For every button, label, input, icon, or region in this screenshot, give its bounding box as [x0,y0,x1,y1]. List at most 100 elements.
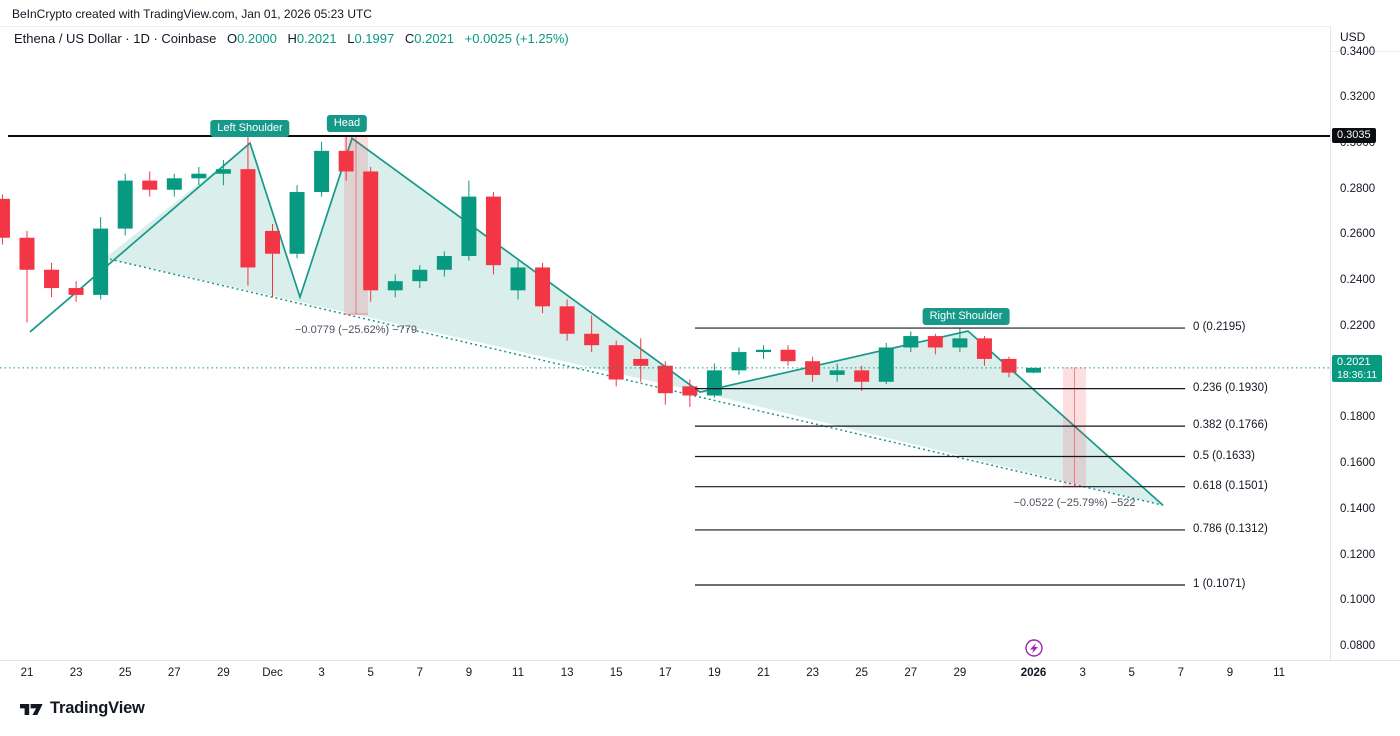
currency-label[interactable]: USD [1330,30,1400,52]
time-tick: 2026 [1020,667,1047,679]
ohlc-low: L0.1997 [347,31,394,46]
price-axis[interactable]: USD 0.3400 0.3200 0.3000 0.2800 0.2600 0.2400… [1330,0,1400,690]
candle-body [510,267,526,291]
lightning-icon [1030,643,1038,654]
candle-body [903,336,919,348]
candle-body [829,370,845,375]
candle-body [657,365,673,394]
candle-body [215,169,231,174]
resistance-price-tag: 0.3035 [1332,128,1376,144]
symbol-title[interactable]: Ethena / US Dollar · 1D · Coinbase [14,31,217,46]
time-tick: 7 [1177,667,1185,679]
chart-pane[interactable]: −0.0779 (−25.62%) −779 −0.0522 (−25.79%) … [0,0,1330,660]
candle-body [584,333,600,346]
open-letter: O [226,31,238,46]
price-tick: 0.2600 [1340,228,1376,241]
time-tick: 29 [216,667,230,679]
price-tick: 0.2400 [1340,274,1376,287]
price-tick: 0.1200 [1340,548,1376,561]
high-letter: H [287,31,297,46]
time-tick: 3 [1079,667,1086,679]
symbol-legend[interactable]: Ethena / US Dollar · 1D · Coinbase O0.20… [14,31,569,46]
time-tick: 23 [69,667,83,679]
footer-bar: TradingView [0,690,1400,736]
price-tick: 0.2800 [1340,182,1376,195]
time-tick: 23 [806,667,819,679]
candle-body [731,352,747,371]
price-change: +0.0025 (+1.25%) [464,31,569,46]
candle-body [436,256,452,270]
tradingview-logo[interactable]: TradingView [20,699,145,718]
bar-close-countdown: 18:36:11 [1337,368,1378,381]
candle-body [633,358,649,366]
close-value: 0.2021 [414,31,455,46]
close-letter: C [404,31,415,46]
candle-body [412,269,428,282]
header-divider [0,26,1400,27]
tradingview-logo-icon [20,704,43,715]
time-tick: 27 [904,667,918,679]
candle-body [314,150,330,193]
candle-body [780,349,796,362]
time-tick: 9 [465,667,473,679]
last-price-value: 0.2021 [1337,355,1371,368]
candle-body [166,178,182,190]
price-chart-canvas[interactable] [0,0,1330,660]
candle-body [19,237,35,270]
candle-body [559,306,575,334]
candle-body [240,169,256,268]
candle-body [289,192,305,254]
last-price-tag: 0.2021 18:36:11 [1332,354,1383,382]
candle-body [142,180,158,190]
time-tick: 9 [1226,667,1234,679]
time-tick: 25 [118,667,132,679]
hs-neckline[interactable] [104,257,1164,506]
candle-body [952,338,968,348]
candle-body [387,281,403,291]
candle-body [265,230,280,254]
candle-body [68,288,84,295]
candle-body [0,198,10,238]
time-tick: Dec [262,667,283,679]
time-tick: 13 [560,667,574,679]
ohlc-close: C0.2021 [405,31,454,46]
price-tick: 0.1000 [1340,594,1376,607]
candle-body [706,370,722,396]
candle-body [485,196,501,266]
time-tick: 5 [367,667,374,679]
candle-body [1001,358,1017,373]
time-tick: 19 [707,667,721,679]
candle-body [927,336,943,348]
time-tick: 17 [658,667,672,679]
low-value: 0.1997 [354,31,395,46]
price-tick: 0.3200 [1340,91,1376,104]
candle-body [608,345,624,380]
candle-body [878,347,894,382]
time-tick: 21 [757,667,770,679]
candle-body [854,370,870,382]
time-tick: 11 [1273,667,1286,679]
time-tick: 21 [20,667,34,679]
time-axis[interactable]: 21 23 25 27 29 Dec 3 5 7 9 11 13 15 17 19 21 23 25 27 29 202… [0,660,1400,691]
candle-body [1026,367,1042,373]
candle-body [117,180,133,229]
time-tick: 11 [512,667,524,679]
ohlc-high: H0.2021 [287,31,336,46]
candle-body [93,228,109,295]
candle-body [976,338,992,359]
ohlc-open: O0.2000 [227,31,277,46]
time-tick: 29 [953,667,967,679]
candle-body [44,269,60,289]
candle-body [756,349,771,353]
hs-pattern-line[interactable] [29,136,1164,506]
hs-pattern-fill [700,331,1163,506]
open-value: 0.2000 [237,31,277,46]
candle-body [191,173,207,179]
time-tick: 27 [167,667,181,679]
time-tick: 7 [416,667,423,679]
price-tick: 0.1400 [1340,502,1376,515]
high-value: 0.2021 [296,31,337,46]
candle-body [805,361,821,375]
time-tick: 3 [318,667,325,679]
